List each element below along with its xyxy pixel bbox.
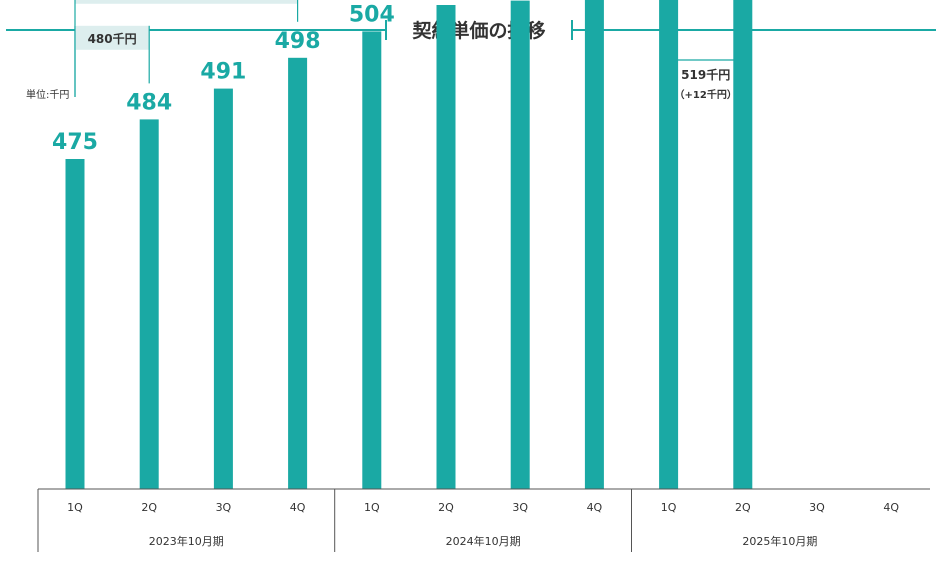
bar-3 <box>213 88 233 489</box>
tick-label-7: 3Q <box>512 501 528 514</box>
annotation-box-1 <box>75 0 298 4</box>
bars <box>65 0 753 490</box>
annotations: 487千円480千円510千円507千円519千円（+12千円） <box>74 0 744 101</box>
tick-label-10: 2Q <box>735 501 751 514</box>
annotation-sublabel-5: （+12千円） <box>675 88 737 101</box>
value-labels: 475484491498504510511512516522 <box>52 0 469 155</box>
bar-2 <box>139 119 159 490</box>
period-label-1: 2023年10月期 <box>149 534 224 548</box>
period-label-2: 2024年10月期 <box>446 534 521 548</box>
tick-label-8: 4Q <box>587 501 603 514</box>
value-label-3: 491 <box>200 60 246 85</box>
bar-10 <box>733 0 753 489</box>
tick-label-11: 3Q <box>809 501 825 514</box>
bar-4 <box>288 57 308 490</box>
tick-label-9: 1Q <box>661 501 677 514</box>
value-label-2: 484 <box>126 90 172 115</box>
tick-label-3: 3Q <box>216 501 232 514</box>
tick-label-2: 2Q <box>141 501 157 514</box>
tick-label-6: 2Q <box>438 501 454 514</box>
tick-label-12: 4Q <box>883 501 899 514</box>
bar-1 <box>65 159 85 489</box>
tick-label-1: 1Q <box>67 501 83 514</box>
annotation-label-2: 480千円 <box>88 31 137 46</box>
period-label-3: 2025年10月期 <box>742 534 817 548</box>
value-label-4: 498 <box>275 29 321 54</box>
annotation-label-5: 519千円 <box>681 67 730 82</box>
unit-label: 単位:千円 <box>26 88 69 101</box>
tick-label-5: 1Q <box>364 501 380 514</box>
annotation-box-2 <box>75 25 150 50</box>
tick-label-4: 4Q <box>290 501 306 514</box>
bar-8 <box>584 0 604 489</box>
bar-5 <box>362 31 382 490</box>
value-label-6: 510 <box>423 0 469 1</box>
bar-6 <box>436 5 456 489</box>
value-label-5: 504 <box>349 2 395 27</box>
bar-9 <box>659 0 679 489</box>
bar-7 <box>510 0 530 489</box>
value-label-1: 475 <box>52 130 98 155</box>
x-axis: 2023年10月期 2024年10月期 2025年10月期 1Q 2Q 3Q 4Q 1Q 2Q 3… <box>37 488 930 552</box>
